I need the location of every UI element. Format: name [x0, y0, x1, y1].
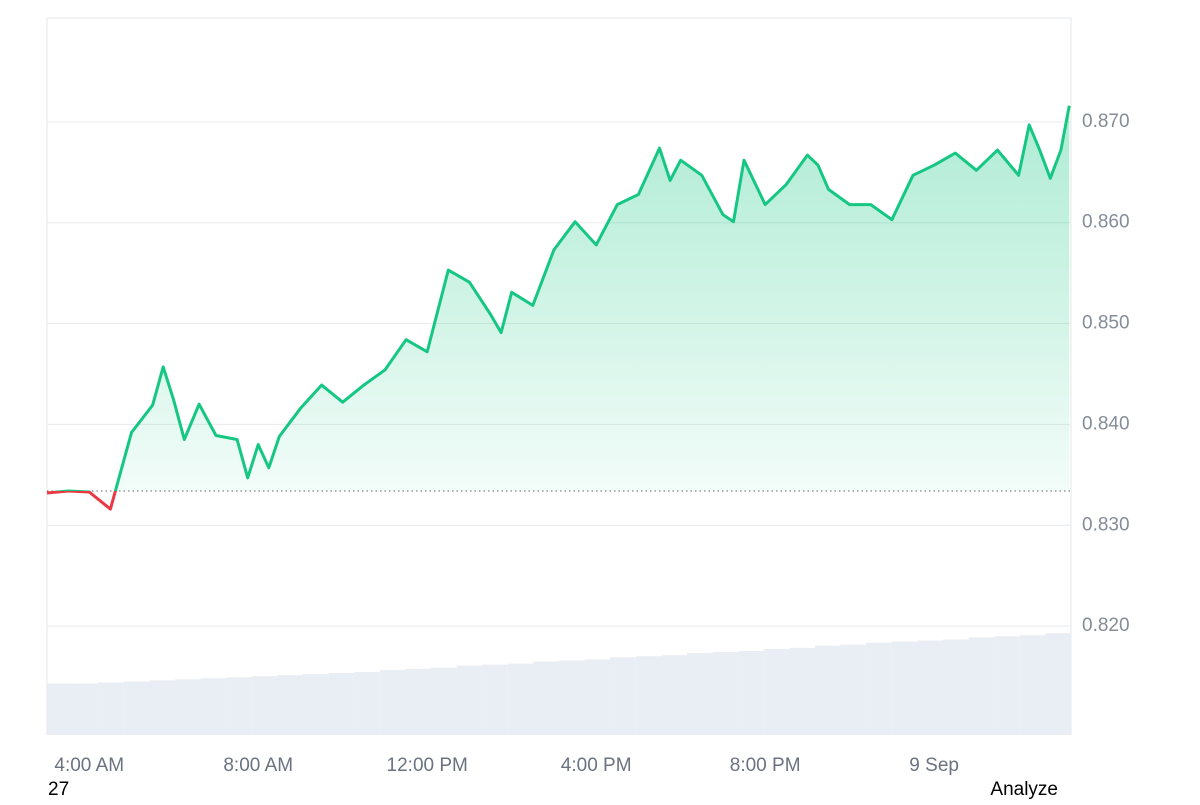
volume-bar: [482, 664, 508, 735]
volume-bar: [507, 663, 534, 735]
volume-bar: [687, 653, 713, 735]
volume-bar: [328, 673, 355, 735]
x-tick-label: 8:00 PM: [730, 755, 801, 776]
volume-bar: [431, 667, 457, 735]
volume-bar: [533, 661, 559, 735]
volume-bar: [149, 680, 175, 735]
y-tick-label: 0.850: [1082, 313, 1130, 334]
annotation: 27: [48, 779, 69, 800]
volume-bar: [968, 637, 995, 735]
volume-bar: [943, 639, 969, 735]
y-tick-label: 0.840: [1082, 413, 1130, 434]
volume-bar: [559, 660, 585, 735]
volume-bar: [635, 656, 662, 735]
volume-bar: [661, 655, 687, 735]
volume-bar: [72, 683, 99, 735]
volume-bar: [200, 678, 227, 735]
volume-bar: [456, 665, 483, 735]
price-line: [46, 105, 1071, 511]
y-tick-label: 0.820: [1082, 615, 1130, 636]
volume-bar: [866, 642, 892, 735]
volume-bar: [712, 652, 739, 735]
volume-bar: [763, 648, 790, 735]
volume-bar: [789, 647, 815, 735]
volume-bar: [815, 645, 841, 735]
volume-bar: [303, 674, 329, 735]
volume-bar: [891, 641, 918, 735]
volume-bar: [738, 651, 764, 735]
x-tick-label: 8:00 AM: [223, 755, 293, 776]
volume-bar: [175, 679, 201, 735]
x-tick-label: 12:00 PM: [387, 755, 468, 776]
analyze-link[interactable]: Analyze: [990, 779, 1058, 800]
volume-bar: [379, 669, 406, 735]
price-area: [115, 105, 1070, 491]
volume-bar: [47, 683, 73, 735]
x-tick-label: 4:00 AM: [54, 755, 124, 776]
volume-bar: [405, 668, 431, 735]
volume-bar: [610, 657, 636, 735]
volume-bar: [840, 644, 867, 735]
y-tick-label: 0.830: [1082, 514, 1130, 535]
y-tick-label: 0.870: [1082, 111, 1130, 132]
volume-bar: [354, 672, 380, 735]
volume-bar: [251, 676, 278, 735]
volume-bar: [98, 682, 124, 735]
volume-bar: [1019, 635, 1046, 735]
volume-bar: [584, 659, 611, 735]
x-tick-label: 9 Sep: [909, 755, 959, 776]
volume-bar: [1045, 633, 1071, 735]
y-tick-label: 0.860: [1082, 212, 1130, 233]
volume-bar: [277, 675, 303, 735]
volume-bar: [123, 681, 150, 735]
x-tick-label: 4:00 PM: [561, 755, 632, 776]
volume-bar: [226, 677, 252, 735]
volume-bar: [994, 636, 1020, 735]
volume-bar: [917, 640, 943, 735]
